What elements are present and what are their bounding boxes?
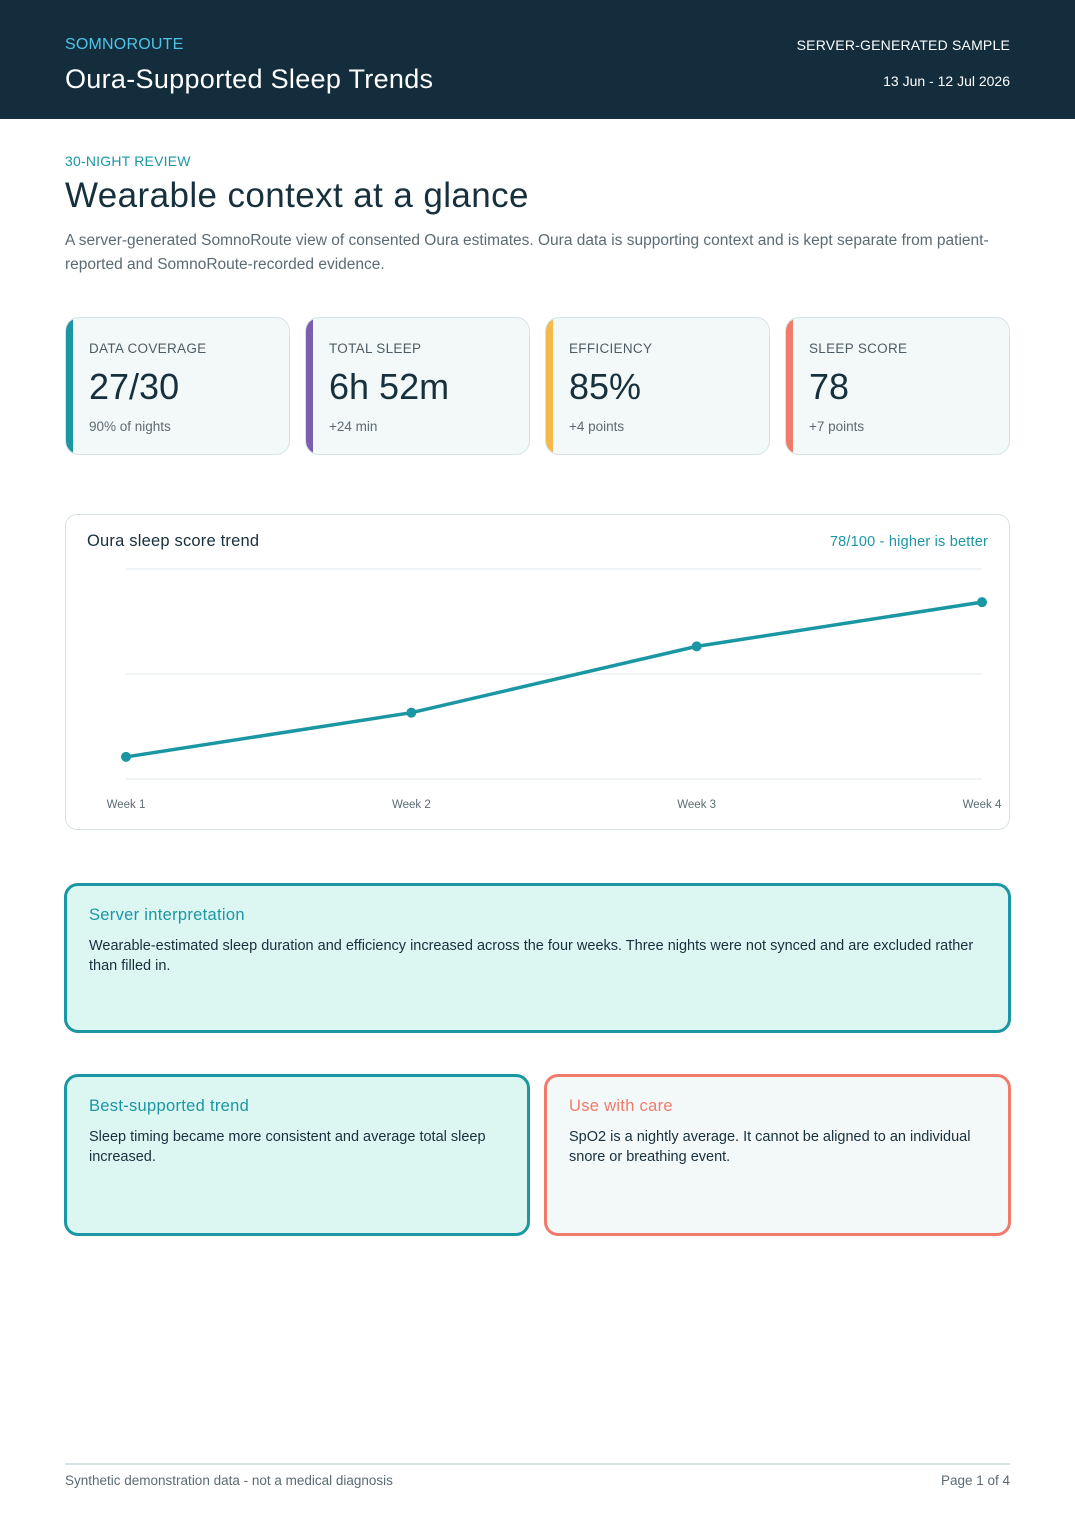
- series-line: [124, 600, 984, 759]
- sleep-score-chart-card: Week 1 Week 2 Week 3 Week 4 Oura sleep scor…: [65, 514, 1010, 830]
- section-eyebrow: 30-NIGHT REVIEW: [65, 153, 191, 169]
- data-point: [121, 751, 131, 762]
- kpi-card-efficiency: EFFICIENCY 85% +4 points: [545, 317, 770, 455]
- chart-title: Oura sleep score trend: [87, 532, 260, 550]
- kpi-delta: 90% of nights: [89, 419, 171, 434]
- kpi-delta: +4 points: [569, 419, 625, 434]
- panel-body: Wearable-estimated sleep duration and ef…: [89, 938, 974, 974]
- kpi-label: EFFICIENCY: [569, 341, 653, 356]
- chart-score-badge: 78/100 - higher is better: [829, 534, 988, 550]
- page-number: Page 1 of 4: [940, 1473, 1010, 1488]
- best-supported-trend-panel: Best-supported trend Sleep timing became…: [64, 1074, 530, 1236]
- kpi-card-total-sleep: TOTAL SLEEP 6h 52m +24 min: [305, 317, 530, 455]
- kpi-card-sleep-score: SLEEP SCORE 78 +7 points: [785, 317, 1010, 455]
- kpi-accent-bar: [66, 318, 73, 454]
- kpi-label: DATA COVERAGE: [89, 341, 207, 356]
- sample-label: SERVER-GENERATED SAMPLE: [796, 37, 1010, 53]
- data-point: [406, 707, 417, 718]
- panel-title: Best-supported trend: [89, 1097, 250, 1115]
- page-title: Wearable context at a glance: [65, 176, 529, 215]
- kpi-accent-bar: [306, 318, 313, 454]
- x-tick-label: Week 1: [107, 799, 146, 811]
- panel-title: Server interpretation: [89, 906, 245, 924]
- footer-disclaimer: Synthetic demonstration data - not a med…: [65, 1473, 393, 1488]
- data-point: [691, 641, 702, 652]
- report-title: Oura-Supported Sleep Trends: [65, 64, 434, 94]
- footer-divider: [65, 1463, 1010, 1465]
- kpi-accent-bar: [546, 318, 553, 454]
- kpi-value: 78: [809, 366, 850, 407]
- report-header: SOMNOROUTE Oura-Supported Sleep Trends S…: [0, 0, 1075, 119]
- kpi-label: SLEEP SCORE: [809, 341, 908, 356]
- kpi-delta: +7 points: [809, 419, 865, 434]
- x-tick-label: Week 2: [392, 799, 431, 811]
- x-tick-label: Week 3: [677, 799, 716, 811]
- panel-body: SpO2 is a nightly average. It cannot be …: [569, 1129, 971, 1165]
- use-with-care-panel: Use with care SpO2 is a nightly average.…: [544, 1074, 1011, 1236]
- kpi-value: 27/30: [89, 366, 180, 407]
- kpi-delta: +24 min: [329, 419, 378, 434]
- panel-title: Use with care: [569, 1097, 673, 1115]
- data-point: [977, 597, 987, 608]
- kpi-value: 6h 52m: [329, 366, 450, 407]
- date-range: 13 Jun - 12 Jul 2026: [883, 73, 1010, 89]
- sleep-score-line-chart: Week 1 Week 2 Week 3 Week 4: [107, 568, 1002, 811]
- kpi-card-data-coverage: DATA COVERAGE 27/30 90% of nights: [65, 317, 290, 455]
- panel-body: Sleep timing became more consistent and …: [89, 1129, 486, 1165]
- kpi-accent-bar: [786, 318, 793, 454]
- kpi-value: 85%: [569, 366, 642, 407]
- kpi-label: TOTAL SLEEP: [329, 341, 422, 356]
- x-tick-label: Week 4: [963, 799, 1002, 811]
- brand-name: SOMNOROUTE: [65, 36, 184, 53]
- intro-description: A server-generated SomnoRoute view of co…: [65, 232, 989, 273]
- server-interpretation-panel: Server interpretation Wearable-estimated…: [64, 883, 1011, 1033]
